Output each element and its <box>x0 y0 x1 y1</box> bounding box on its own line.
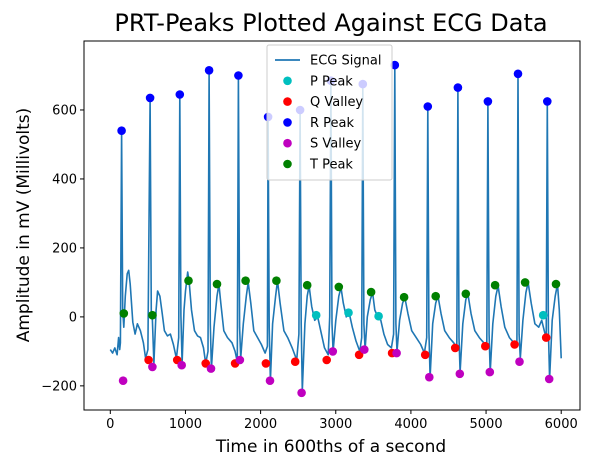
t-peak-point <box>461 289 471 299</box>
q-valley-point <box>450 343 460 353</box>
y-tick-label: 400 <box>52 172 77 187</box>
r-peak-point <box>483 97 493 106</box>
y-tick-label: −200 <box>41 379 77 394</box>
legend-swatch-q-valley <box>283 97 292 106</box>
s-valley-point <box>425 372 434 382</box>
s-valley-point <box>515 357 524 367</box>
q-valley-point <box>420 350 430 360</box>
q-valley-point <box>354 350 364 360</box>
t-peak-point <box>184 276 193 286</box>
t-peak-point <box>241 276 250 286</box>
y-tick-label: 0 <box>69 310 77 325</box>
chart-title: PRT-Peaks Plotted Against ECG Data <box>114 9 547 37</box>
s-valley-point <box>148 362 157 372</box>
q-valley-point <box>322 355 332 365</box>
q-valley-point <box>201 359 210 368</box>
x-tick-label: 1000 <box>169 417 202 432</box>
s-valley-point <box>392 348 401 358</box>
x-tick-label: 4000 <box>394 417 427 432</box>
x-axis-label: Time in 600ths of a second <box>215 437 446 457</box>
q-valley-point <box>290 357 300 367</box>
t-peak-point <box>366 287 376 297</box>
legend-label-t-peak: T Peak <box>309 158 353 173</box>
r-peak-point <box>453 83 463 92</box>
t-peak-point <box>334 282 344 292</box>
t-peak-point <box>148 310 157 320</box>
t-peak-point <box>272 276 281 286</box>
t-peak-point <box>520 278 530 287</box>
r-peak-point <box>513 69 523 79</box>
r-peak-point <box>234 71 243 80</box>
y-axis-ticks: −200 0 200 400 600 <box>41 103 84 394</box>
x-tick-label: 2000 <box>244 417 277 432</box>
t-peak-point <box>551 279 561 289</box>
legend-label-r-peak: R Peak <box>310 116 355 131</box>
r-peak-point <box>390 60 400 70</box>
s-valley-point <box>235 355 245 365</box>
r-peak-point <box>117 126 126 135</box>
x-tick-label: 6000 <box>545 417 578 432</box>
legend-swatch-p-peak <box>283 76 292 86</box>
x-tick-label: 5000 <box>470 417 503 432</box>
x-tick-label: 3000 <box>319 417 352 432</box>
q-valley-point <box>510 340 519 349</box>
plot-area <box>109 60 562 398</box>
legend-swatch-t-peak <box>283 159 292 169</box>
t-peak-point <box>399 292 409 302</box>
s-valley-point <box>265 376 275 386</box>
p-peak-point <box>374 311 383 321</box>
s-valley-point <box>544 374 554 384</box>
legend-box <box>266 44 393 181</box>
r-peak-point <box>145 93 155 103</box>
s-valley-point <box>360 345 369 354</box>
q-valley-point <box>481 341 490 351</box>
x-axis-ticks: 0 1000 2000 3000 4000 5000 6000 <box>106 410 578 432</box>
t-peak-point <box>212 279 222 289</box>
s-valley-point <box>455 369 465 379</box>
t-peak-point <box>490 280 500 290</box>
t-peak-point <box>431 291 441 301</box>
legend-label-q-valley: Q Valley <box>310 95 363 110</box>
t-peak-point <box>119 309 129 318</box>
s-valley-point <box>485 367 495 377</box>
y-axis-label: Amplitude in mV (Millivolts) <box>14 108 34 343</box>
s-valley-point <box>206 364 216 373</box>
plot-frame <box>83 40 581 411</box>
legend-swatch-s-valley <box>283 138 292 148</box>
s-valley-point <box>328 347 338 356</box>
p-peak-point <box>538 310 548 320</box>
y-tick-label: 200 <box>52 241 77 256</box>
t-peak-point <box>302 280 312 290</box>
s-valley-point <box>177 360 186 370</box>
q-valley-point <box>541 333 551 342</box>
r-peak-point <box>423 102 433 111</box>
q-valley-point <box>261 359 271 368</box>
q-valley-point <box>144 355 153 365</box>
r-peak-point <box>204 66 214 75</box>
s-valley-point <box>297 388 306 398</box>
legend: ECG Signal P Peak Q Valley R Peak S Valley T … <box>266 44 393 181</box>
y-tick-label: 600 <box>52 103 77 118</box>
legend-label-ecg-signal: ECG Signal <box>310 54 381 69</box>
s-valley-point <box>118 376 128 386</box>
legend-swatch-r-peak <box>283 118 292 127</box>
legend-label-p-peak: P Peak <box>310 74 353 89</box>
p-peak-point <box>311 310 321 320</box>
r-peak-point <box>543 97 552 106</box>
legend-label-s-valley: S Valley <box>310 137 361 152</box>
p-peak-point <box>344 308 353 318</box>
x-tick-label: 0 <box>106 417 114 432</box>
r-peak-point <box>175 90 185 99</box>
